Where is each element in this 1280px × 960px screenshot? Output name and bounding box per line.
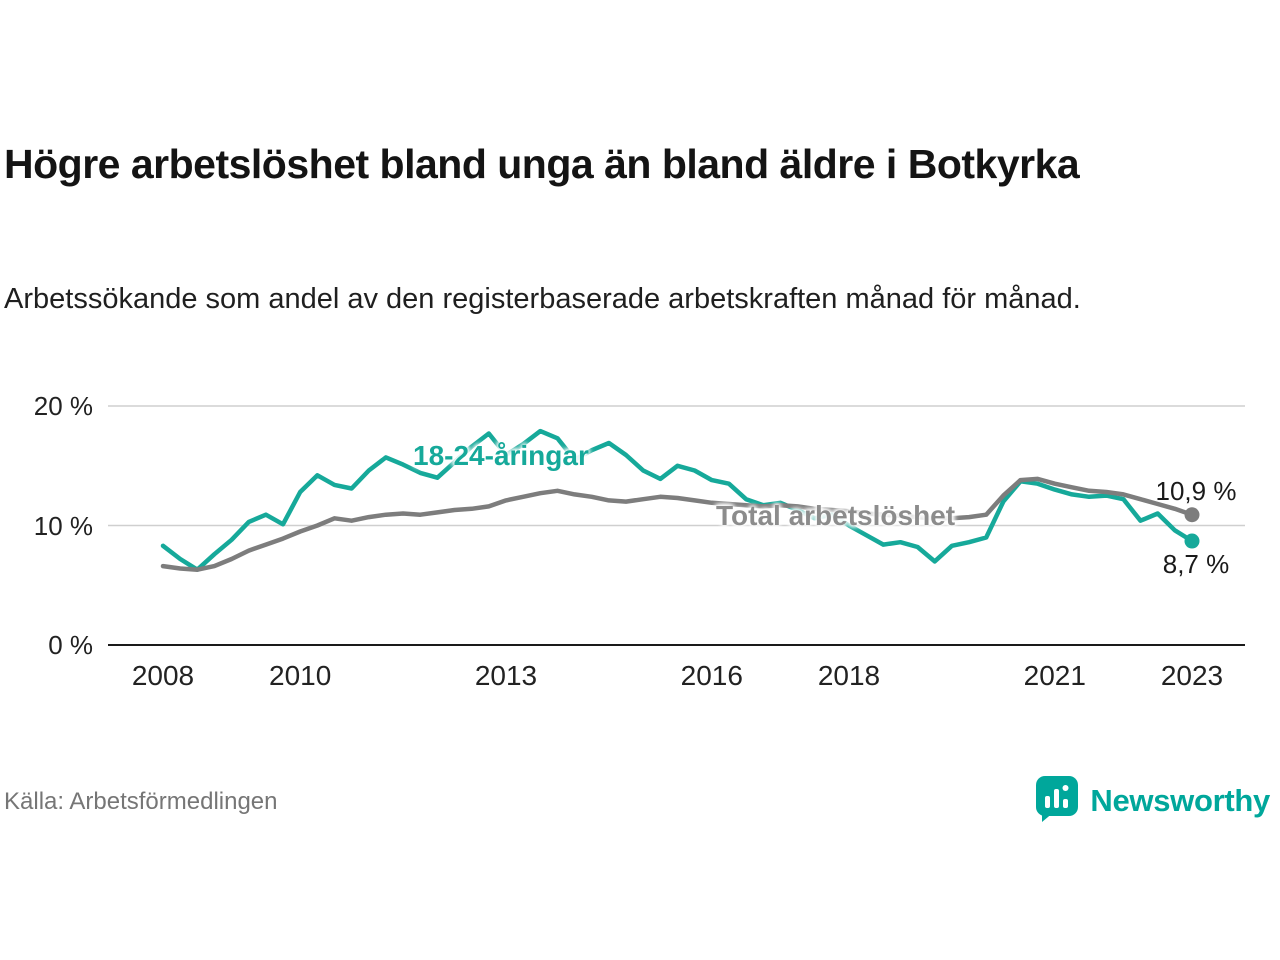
x-tick-label: 2023 [1160,660,1224,691]
y-tick-label: 0 % [48,630,93,660]
y-tick-label: 20 % [33,391,93,421]
series-label-total: Total arbetslöshet [716,500,956,531]
source-credit: Källa: Arbetsförmedlingen [4,788,278,815]
brand-logo: Newsworthy [1034,774,1270,827]
brand-name: Newsworthy [1090,782,1270,818]
x-tick-label: 2010 [269,660,332,691]
x-tick-label: 2008 [131,660,195,691]
end-value-label-young: 8,7 % [1162,549,1230,579]
end-value-label-total: 10,9 % [1155,476,1237,506]
page-title: Högre arbetslöshet bland unga än bland ä… [4,141,1080,187]
x-tick-label: 2016 [680,660,743,691]
y-tick-label: 10 % [33,510,93,541]
x-tick-label: 2021 [1023,660,1086,691]
x-tick-label: 2018 [817,660,881,691]
newsworthy-icon [1034,774,1080,827]
chart-subtitle: Arbetssökande som andel av den registerb… [4,283,1081,315]
series-label-young: 18-24-åringar [413,440,589,471]
x-tick-label: 2013 [474,660,538,691]
